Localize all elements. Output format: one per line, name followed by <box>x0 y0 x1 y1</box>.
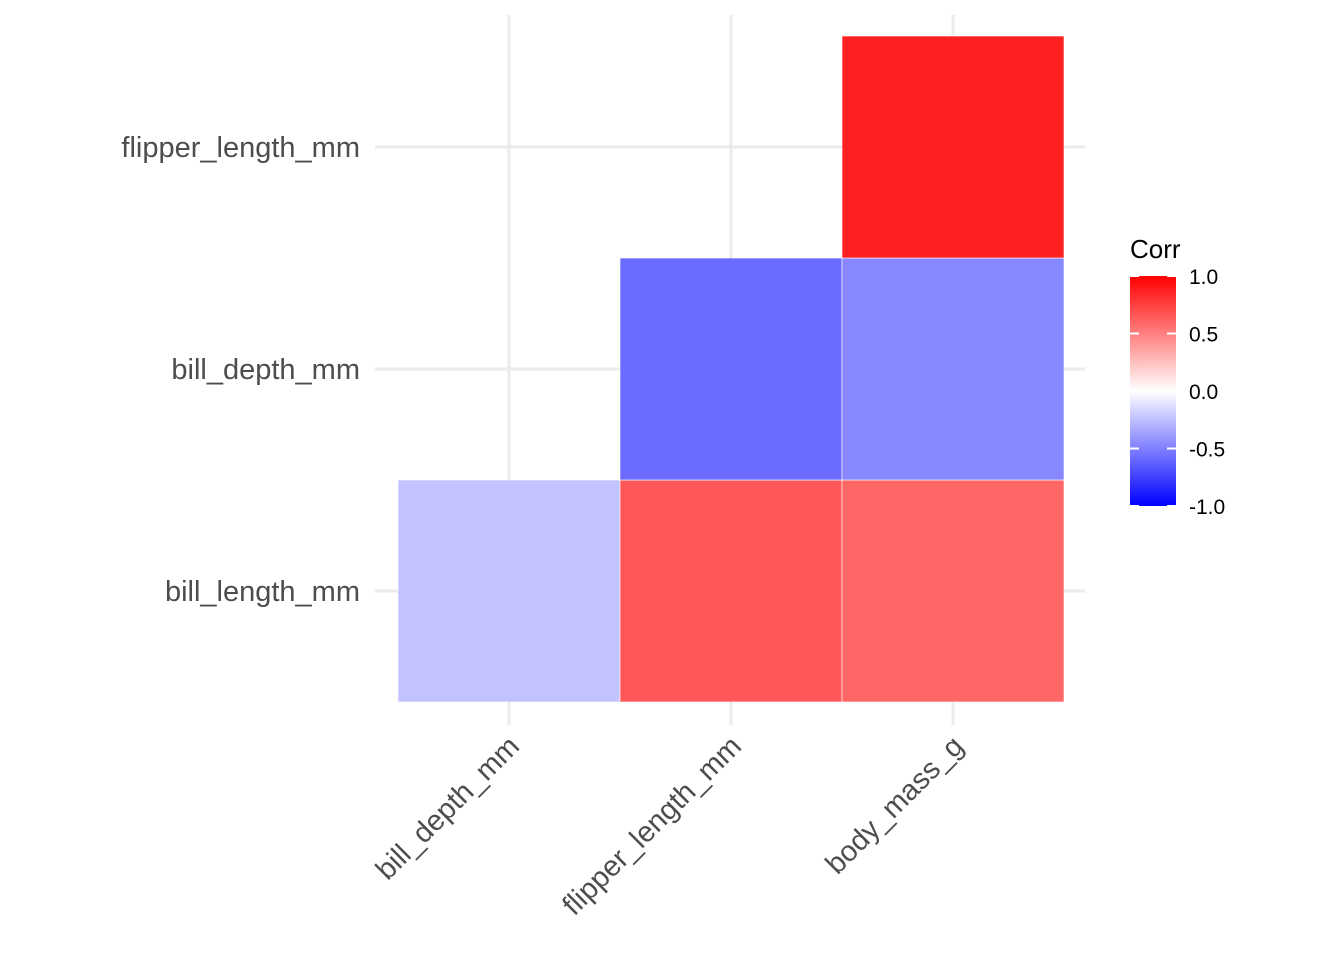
heatmap-cell <box>841 257 1065 481</box>
y-tick-label: bill_depth_mm <box>171 354 360 386</box>
heatmap-cell <box>841 35 1065 259</box>
heatmap-cell <box>397 479 621 703</box>
legend-tick-label: 0.5 <box>1189 324 1218 347</box>
heatmap-cell <box>619 257 843 481</box>
x-axis-tick-labels: bill_depth_mm flipper_length_mm body_mass_… <box>370 706 970 922</box>
heatmap-cell <box>619 479 843 703</box>
legend-ticks: 1.0 0.5 0.0 -0.5 -1.0 <box>1130 266 1225 519</box>
x-tick-label: bill_depth_mm <box>370 730 526 886</box>
y-axis-tick-labels: bill_length_mm bill_depth_mm flipper_lengt… <box>121 132 360 608</box>
legend-title: Corr <box>1130 234 1181 264</box>
color-legend: Corr 1.0 0.5 0.0 -0.5 -1.0 <box>1130 234 1225 519</box>
y-tick-label: bill_length_mm <box>165 576 360 608</box>
heatmap-cells <box>397 35 1065 703</box>
heatmap-cell <box>841 479 1065 703</box>
x-tick-label: flipper_length_mm <box>557 730 748 921</box>
legend-tick-label: 1.0 <box>1189 266 1218 289</box>
legend-tick-label: 0.0 <box>1189 381 1218 404</box>
y-tick-label: flipper_length_mm <box>121 132 360 164</box>
legend-tick-label: -1.0 <box>1189 496 1225 519</box>
legend-tick-label: -0.5 <box>1189 439 1225 462</box>
x-tick-label: body_mass_g <box>820 730 970 880</box>
